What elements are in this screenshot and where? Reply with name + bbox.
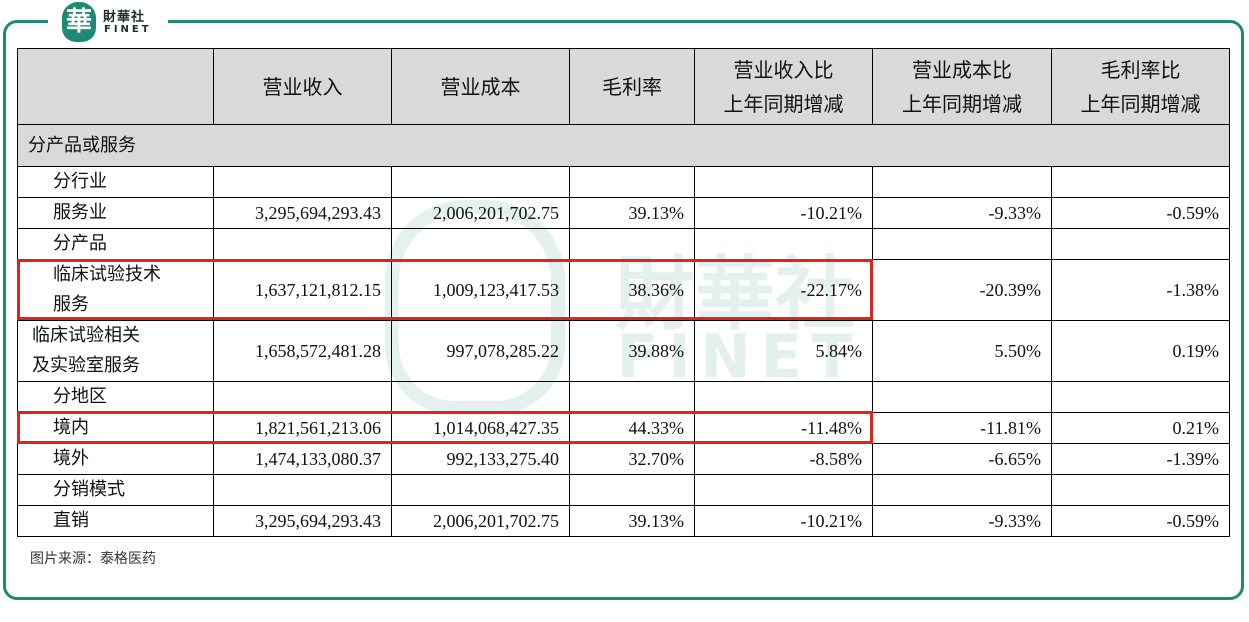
value-cell — [872, 474, 1052, 506]
value-cell: 32.70% — [569, 443, 695, 475]
value-cell: -22.17% — [694, 259, 873, 321]
table-row: 服务业 3,295,694,293.43 2,006,201,702.75 39.13… — [17, 197, 1230, 229]
value-cell: -11.48% — [694, 412, 873, 444]
value-cell — [391, 166, 570, 198]
table-row: 直销 3,295,694,293.43 2,006,201,702.75 39.13%… — [17, 505, 1230, 537]
header-cell: 营业收入比 上年同期增减 — [694, 48, 873, 125]
value-cell: 0.21% — [1051, 412, 1230, 444]
value-cell: 2,006,201,702.75 — [391, 197, 570, 229]
row-label: 临床试验技术 服务 — [17, 259, 214, 321]
value-cell: 3,295,694,293.43 — [213, 505, 392, 537]
section-title: 分产品或服务 — [17, 124, 1230, 167]
value-cell: -1.38% — [1051, 259, 1230, 321]
value-cell — [694, 474, 873, 506]
value-cell — [569, 381, 695, 413]
value-cell — [1051, 228, 1230, 260]
value-cell: -20.39% — [872, 259, 1052, 321]
table-row: 分地区 — [17, 381, 1230, 413]
value-cell: 39.13% — [569, 505, 695, 537]
value-cell — [872, 228, 1052, 260]
value-cell — [1051, 474, 1230, 506]
value-cell — [213, 228, 392, 260]
brand-name-cn: 財華社 — [103, 10, 146, 25]
header-cell: 营业收入 — [213, 48, 392, 125]
table-row: 分产品 — [17, 228, 1230, 260]
content-frame — [3, 20, 1244, 600]
value-cell: -9.33% — [872, 197, 1052, 229]
header-cell-label — [17, 48, 214, 125]
value-cell: -11.81% — [872, 412, 1052, 444]
row-label: 境外 — [17, 443, 214, 475]
source-caption: 图片来源：泰格医药 — [30, 551, 156, 567]
value-cell: -0.59% — [1051, 505, 1230, 537]
value-cell: -9.33% — [872, 505, 1052, 537]
value-cell — [694, 166, 873, 198]
section-row: 分产品或服务 — [17, 124, 1230, 167]
table-row: 境内 1,821,561,213.06 1,014,068,427.35 44.33%… — [17, 412, 1230, 444]
value-cell: -0.59% — [1051, 197, 1230, 229]
value-cell: 39.88% — [569, 320, 695, 382]
row-label: 分地区 — [17, 381, 214, 413]
value-cell: -6.65% — [872, 443, 1052, 475]
table-row: 分行业 — [17, 166, 1230, 198]
value-cell — [391, 381, 570, 413]
row-label: 分行业 — [17, 166, 214, 198]
value-cell: 997,078,285.22 — [391, 320, 570, 382]
row-label: 服务业 — [17, 197, 214, 229]
value-cell — [872, 381, 1052, 413]
value-cell: 5.84% — [694, 320, 873, 382]
row-label: 直销 — [17, 505, 214, 537]
header-cell: 毛利率比 上年同期增减 — [1051, 48, 1230, 125]
value-cell — [213, 166, 392, 198]
highlight-box-domestic — [17, 411, 873, 444]
financial-table: 营业收入 营业成本 毛利率 营业收入比 上年同期增减 营业成本比 上年同期增减 … — [17, 48, 1230, 537]
value-cell: 1,637,121,812.15 — [213, 259, 392, 321]
header-cell: 营业成本比 上年同期增减 — [872, 48, 1052, 125]
value-cell: 2,006,201,702.75 — [391, 505, 570, 537]
header-cell: 毛利率 — [569, 48, 695, 125]
value-cell — [694, 228, 873, 260]
value-cell: 1,009,123,417.53 — [391, 259, 570, 321]
table-row: 分销模式 — [17, 474, 1230, 506]
value-cell: 39.13% — [569, 197, 695, 229]
value-cell: 5.50% — [872, 320, 1052, 382]
brand-logo: 華 財華社 FINET — [48, 0, 168, 44]
value-cell — [213, 474, 392, 506]
row-label: 分产品 — [17, 228, 214, 260]
value-cell: -10.21% — [694, 197, 873, 229]
value-cell — [1051, 166, 1230, 198]
value-cell — [569, 228, 695, 260]
value-cell — [569, 474, 695, 506]
row-label: 分销模式 — [17, 474, 214, 506]
value-cell: 992,133,275.40 — [391, 443, 570, 475]
value-cell — [391, 474, 570, 506]
highlight-box-clinical-tech — [17, 259, 873, 320]
brand-name-en: FINET — [104, 24, 152, 35]
value-cell: 1,474,133,080.37 — [213, 443, 392, 475]
table-row: 临床试验相关 及实验室服务 1,658,572,481.28 997,078,285… — [17, 320, 1230, 382]
value-cell — [694, 381, 873, 413]
value-cell: 0.19% — [1051, 320, 1230, 382]
value-cell — [391, 228, 570, 260]
value-cell — [872, 166, 1052, 198]
row-label: 临床试验相关 及实验室服务 — [17, 320, 214, 382]
value-cell — [1051, 381, 1230, 413]
row-label: 境内 — [17, 412, 214, 444]
value-cell: -10.21% — [694, 505, 873, 537]
logo-seal-icon: 華 — [62, 2, 96, 42]
value-cell: -1.39% — [1051, 443, 1230, 475]
value-cell: 1,658,572,481.28 — [213, 320, 392, 382]
value-cell — [213, 381, 392, 413]
header-cell: 营业成本 — [391, 48, 570, 125]
value-cell — [569, 166, 695, 198]
table-header-row: 营业收入 营业成本 毛利率 营业收入比 上年同期增减 营业成本比 上年同期增减 … — [17, 48, 1230, 125]
value-cell: -8.58% — [694, 443, 873, 475]
value-cell: 3,295,694,293.43 — [213, 197, 392, 229]
table-row: 境外 1,474,133,080.37 992,133,275.40 32.70% -8… — [17, 443, 1230, 475]
